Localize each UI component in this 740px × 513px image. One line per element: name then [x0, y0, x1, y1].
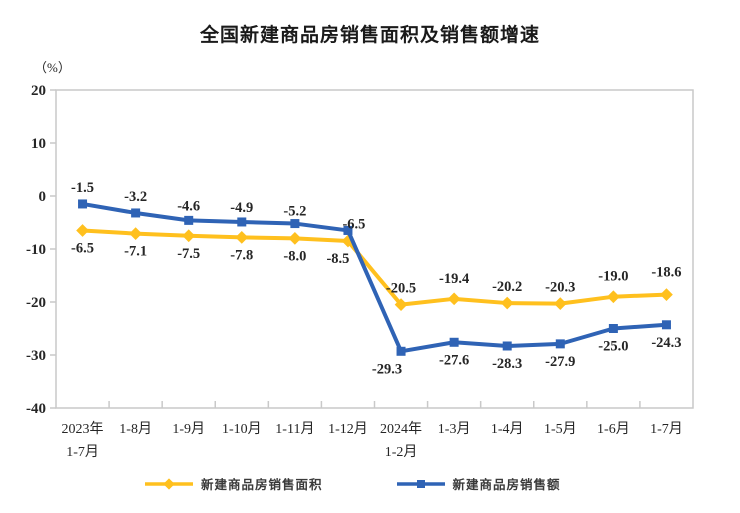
svg-text:-6.5: -6.5: [71, 240, 94, 256]
svg-text:-20.5: -20.5: [386, 281, 416, 297]
svg-text:1-11月: 1-11月: [275, 421, 314, 437]
svg-text:1-7月: 1-7月: [650, 421, 683, 437]
legend-label-sales-amount: 新建商品房销售额: [452, 478, 561, 492]
svg-text:-8.5: -8.5: [326, 251, 349, 267]
svg-text:-10: -10: [26, 242, 46, 258]
legend-item-sales-area: 新建商品房销售面积: [145, 474, 323, 493]
svg-text:1-10月: 1-10月: [222, 421, 262, 437]
legend-item-sales-amount: 新建商品房销售额: [396, 474, 561, 493]
svg-text:-20: -20: [26, 295, 46, 311]
chart-legend: 新建商品房销售面积 新建商品房销售额: [0, 474, 740, 493]
svg-text:-5.2: -5.2: [283, 204, 306, 220]
line-chart-plot: 20 10 0 -10 -20 -30 -40 2023年 1-7月 1-8月 1-9月 1-10月 1…: [26, 83, 694, 460]
chart-title: 全国新建商品房销售面积及销售额增速: [199, 25, 540, 46]
svg-text:-30: -30: [26, 348, 46, 364]
sales-amount-line-marker-icon: [396, 479, 445, 488]
svg-text:-29.3: -29.3: [372, 361, 402, 377]
legend-label-sales-area: 新建商品房销售面积: [201, 478, 323, 492]
svg-text:-19.4: -19.4: [439, 271, 469, 287]
svg-text:10: 10: [31, 136, 46, 152]
svg-text:-4.6: -4.6: [177, 198, 200, 214]
svg-text:-25.0: -25.0: [598, 339, 628, 355]
svg-text:1-8月: 1-8月: [119, 421, 152, 437]
svg-text:1-5月: 1-5月: [544, 421, 577, 437]
svg-text:-1.5: -1.5: [71, 180, 94, 196]
svg-text:1-12月: 1-12月: [328, 421, 368, 437]
svg-text:20: 20: [31, 83, 46, 99]
svg-text:-20.2: -20.2: [492, 279, 522, 295]
svg-text:-18.6: -18.6: [651, 265, 681, 281]
svg-text:-8.0: -8.0: [283, 248, 306, 264]
svg-text:1-6月: 1-6月: [597, 421, 630, 437]
svg-text:-7.1: -7.1: [124, 244, 147, 260]
svg-text:-24.3: -24.3: [651, 335, 681, 351]
svg-text:0: 0: [39, 189, 47, 205]
svg-text:-7.8: -7.8: [230, 247, 253, 263]
svg-text:-3.2: -3.2: [124, 189, 147, 205]
svg-text:-40: -40: [26, 401, 46, 417]
svg-text:-6.5: -6.5: [342, 216, 365, 232]
sales-area-line-marker-icon: [145, 477, 193, 490]
svg-text:1-9月: 1-9月: [172, 421, 205, 437]
svg-text:-27.6: -27.6: [439, 352, 469, 368]
svg-text:1-4月: 1-4月: [491, 421, 524, 437]
svg-text:-20.3: -20.3: [545, 280, 575, 296]
svg-text:1-3月: 1-3月: [438, 421, 471, 437]
svg-text:-19.0: -19.0: [598, 269, 628, 285]
svg-text:-27.9: -27.9: [545, 354, 575, 370]
svg-text:-28.3: -28.3: [492, 356, 522, 372]
svg-text:-7.5: -7.5: [177, 246, 200, 262]
y-axis-unit-label: （%）: [34, 60, 71, 75]
svg-text:-4.9: -4.9: [230, 200, 253, 216]
